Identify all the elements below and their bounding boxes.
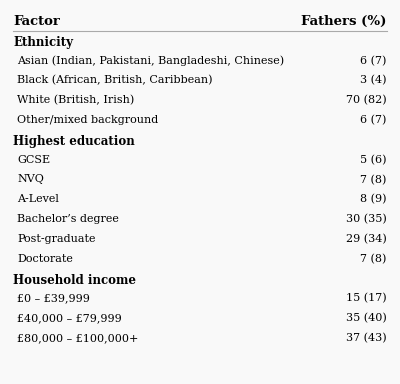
Text: £40,000 – £79,999: £40,000 – £79,999 (17, 313, 122, 323)
Text: Fathers (%): Fathers (%) (301, 15, 387, 28)
Text: 35 (40): 35 (40) (346, 313, 387, 324)
Text: Doctorate: Doctorate (17, 254, 73, 264)
Text: GCSE: GCSE (17, 155, 50, 165)
Text: Other/mixed background: Other/mixed background (17, 115, 158, 125)
Text: 15 (17): 15 (17) (346, 293, 387, 304)
Text: 6 (7): 6 (7) (360, 56, 387, 66)
Text: 5 (6): 5 (6) (360, 155, 387, 165)
Text: Asian (Indian, Pakistani, Bangladeshi, Chinese): Asian (Indian, Pakistani, Bangladeshi, C… (17, 56, 284, 66)
Text: 6 (7): 6 (7) (360, 115, 387, 125)
Text: Black (African, British, Caribbean): Black (African, British, Caribbean) (17, 75, 213, 86)
Text: White (British, Irish): White (British, Irish) (17, 95, 134, 106)
Text: 29 (34): 29 (34) (346, 234, 387, 244)
Text: 7 (8): 7 (8) (360, 254, 387, 264)
Text: 37 (43): 37 (43) (346, 333, 387, 343)
Text: 70 (82): 70 (82) (346, 95, 387, 106)
Text: Post-graduate: Post-graduate (17, 234, 96, 244)
Text: 3 (4): 3 (4) (360, 75, 387, 86)
Text: Household income: Household income (13, 273, 136, 286)
Text: Bachelor’s degree: Bachelor’s degree (17, 214, 119, 224)
Text: 8 (9): 8 (9) (360, 194, 387, 205)
Text: £0 – £39,999: £0 – £39,999 (17, 293, 90, 303)
Text: £80,000 – £100,000+: £80,000 – £100,000+ (17, 333, 139, 343)
Text: 30 (35): 30 (35) (346, 214, 387, 224)
Text: A-Level: A-Level (17, 194, 59, 204)
Text: NVQ: NVQ (17, 174, 44, 184)
Text: Ethnicity: Ethnicity (13, 36, 73, 49)
Text: Highest education: Highest education (13, 135, 135, 148)
Text: 7 (8): 7 (8) (360, 174, 387, 185)
Text: Factor: Factor (13, 15, 60, 28)
